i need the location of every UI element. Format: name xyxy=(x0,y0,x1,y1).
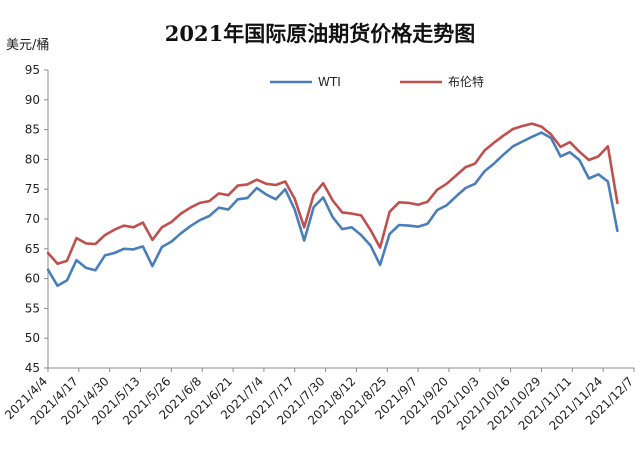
legend-label-wti: WTI xyxy=(318,75,341,89)
x-tick-labels: 2021/4/42021/4/172021/4/302021/5/132021/… xyxy=(2,368,636,433)
legend-label-brent: 布伦特 xyxy=(448,74,484,89)
y-tick-label: 95 xyxy=(25,63,40,77)
y-tick-label: 70 xyxy=(25,212,40,226)
chart-title: 2021年国际原油期货价格走势图 xyxy=(164,21,476,46)
y-axis-unit-label: 美元/桶 xyxy=(6,38,50,53)
y-tick-labels: 45 50 55 60 65 70 75 80 85 90 95 xyxy=(25,63,48,375)
y-tick-label: 45 xyxy=(25,361,40,375)
y-tick-label: 85 xyxy=(25,123,40,137)
y-tick-label: 50 xyxy=(25,331,40,345)
series-line-wti xyxy=(46,131,619,288)
y-tick-label: 55 xyxy=(25,301,40,315)
y-tick-label: 60 xyxy=(25,272,40,286)
series-lines xyxy=(46,122,619,288)
y-tick-label: 75 xyxy=(25,182,40,196)
legend: WTI 布伦特 xyxy=(270,74,484,89)
series-line-brent xyxy=(46,122,619,266)
axes xyxy=(47,70,634,369)
y-tick-label: 90 xyxy=(25,93,40,107)
y-tick-label: 65 xyxy=(25,242,40,256)
y-tick-label: 80 xyxy=(25,152,40,166)
